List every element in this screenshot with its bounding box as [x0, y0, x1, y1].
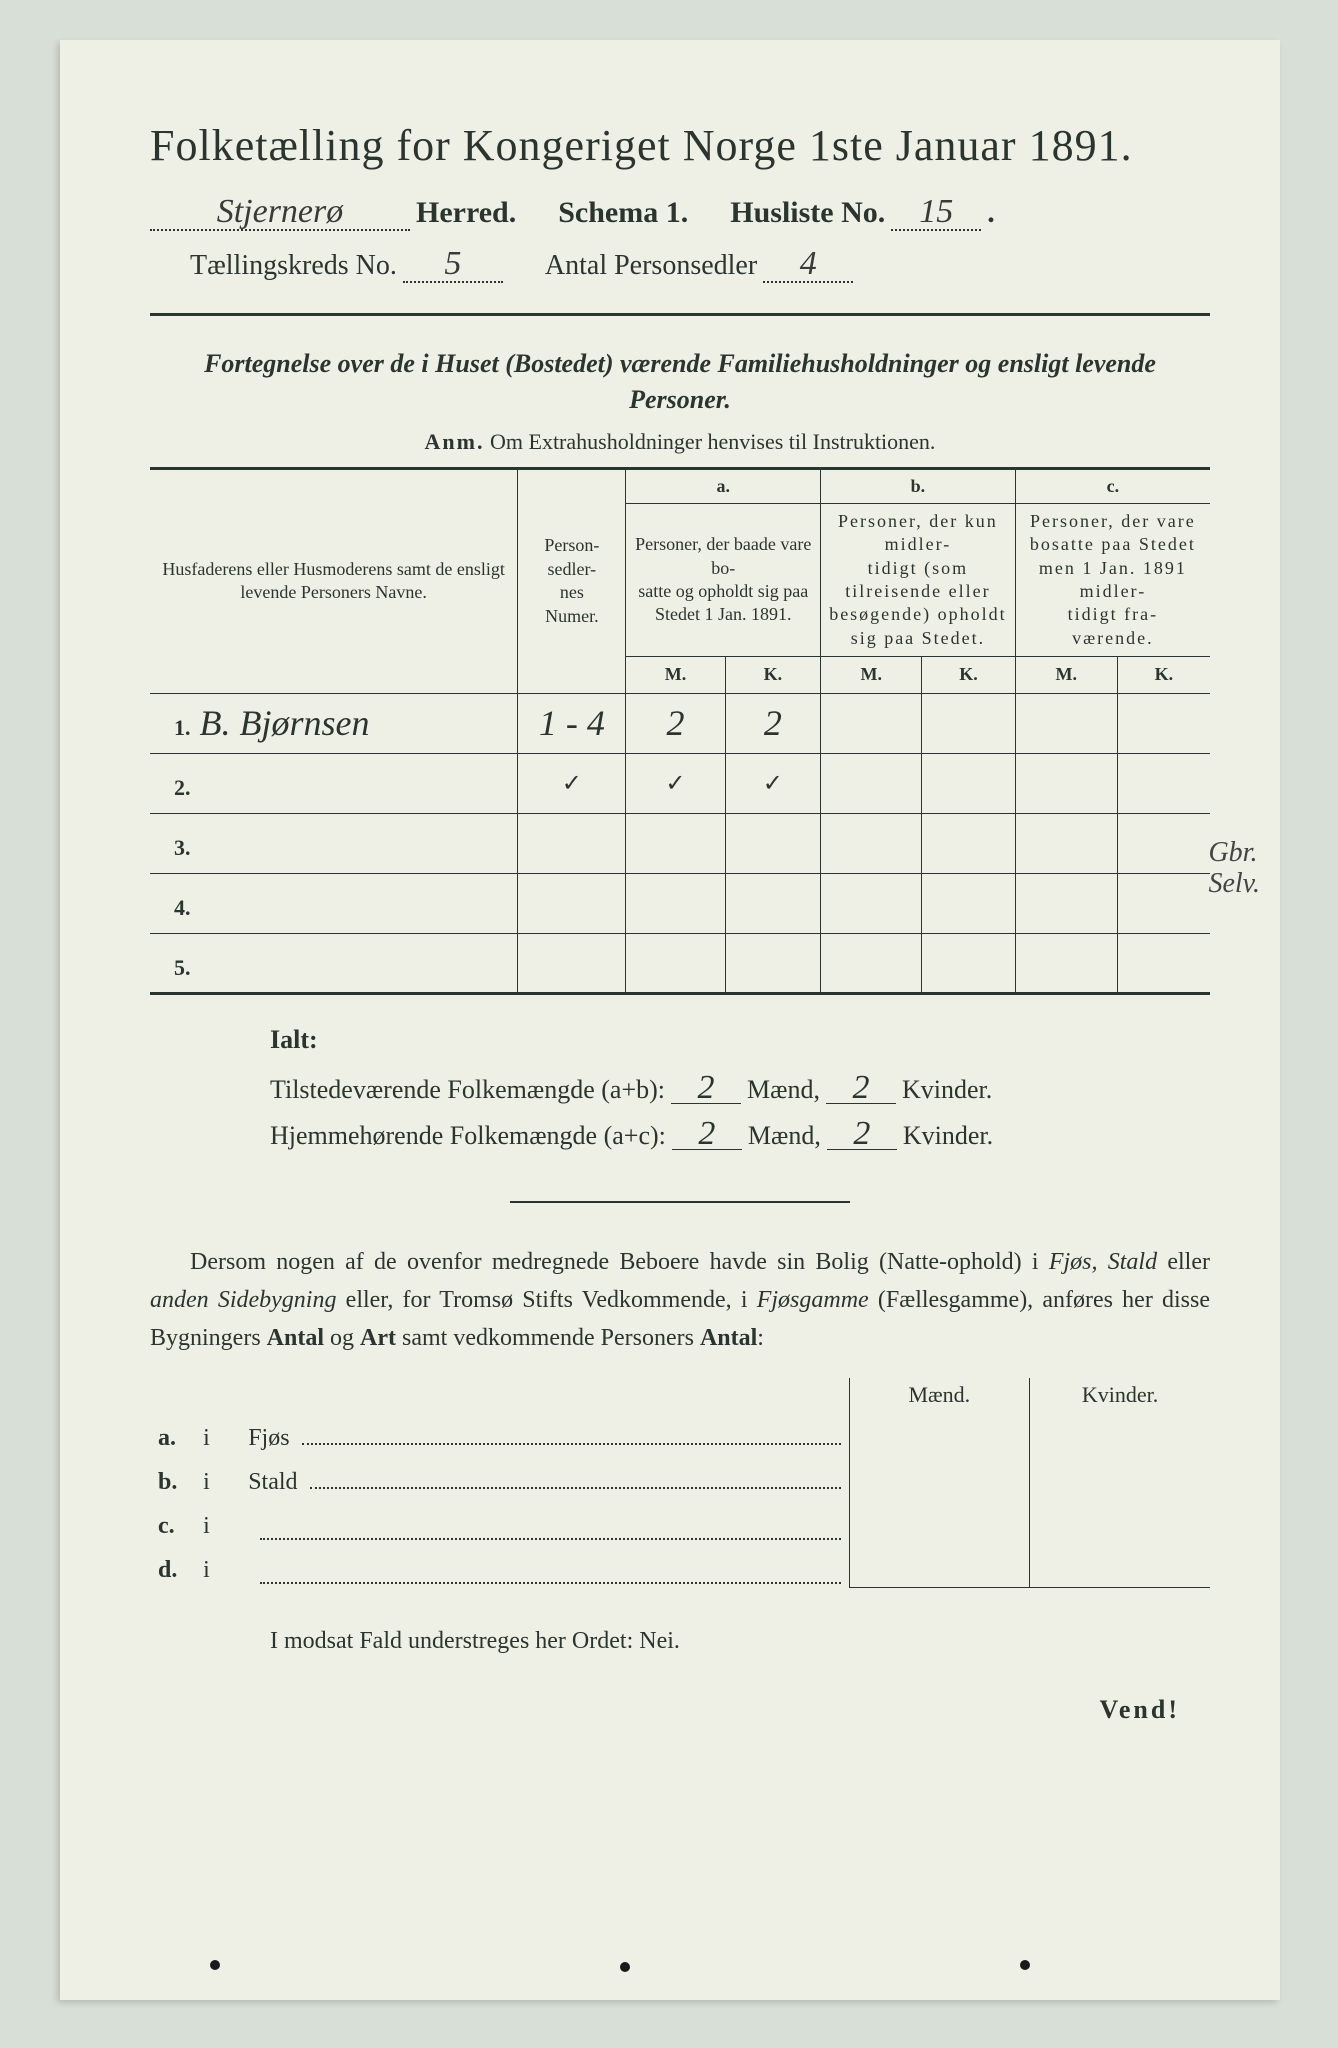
total2-maend: 2 [672, 1119, 742, 1151]
table-row: 1. B. Bjørnsen 1 - 4 2 2 [150, 693, 1210, 753]
description: Fortegnelse over de i Huset (Bostedet) v… [150, 346, 1210, 419]
census-page: Folketælling for Kongeriget Norge 1ste J… [60, 40, 1280, 2000]
sedler-label: Antal Personsedler [545, 250, 757, 282]
col-cM: M. [1015, 657, 1117, 693]
col-aK: K. [725, 657, 821, 693]
sedler-value: 4 [763, 247, 853, 283]
table-superheader: Husfaderens eller Husmoderens samt de en… [150, 468, 1210, 503]
col-name-header: Husfaderens eller Husmoderens samt de en… [150, 468, 518, 693]
husliste-value: 15 [891, 195, 981, 231]
col-bK: K. [922, 657, 1015, 693]
anm-label: Anm. [425, 429, 485, 454]
row2-num: ✓ [518, 753, 626, 813]
col-bM: M. [821, 657, 922, 693]
herred-value: Stjernerø [150, 195, 410, 231]
row1-aK: 2 [725, 693, 821, 753]
row1-aM: 2 [626, 693, 725, 753]
herred-label: Herred. [416, 196, 516, 230]
bygn-maend-header: Mænd. [849, 1378, 1029, 1412]
table-row: 2. ✓ ✓ ✓ [150, 753, 1210, 813]
col-a-label: a. [626, 468, 821, 503]
ialt-label: Ialt: [270, 1025, 1210, 1055]
anm-line: Anm. Om Extrahusholdninger henvises til … [150, 429, 1210, 455]
total-line-2: Hjemmehørende Folkemængde (a+c): 2 Mænd,… [270, 1119, 1210, 1151]
margin-note: Gbr. Selv. [1208, 838, 1260, 900]
total-line-1: Tilstedeværende Folkemængde (a+b): 2 Mæn… [270, 1073, 1210, 1105]
row1-bK [922, 693, 1015, 753]
bygn-header-row: Mænd. Kvinder. [150, 1378, 1210, 1412]
nei-line: I modsat Fald understreges her Ordet: Ne… [150, 1628, 1210, 1655]
bygn-row: b. i Stald [150, 1456, 1210, 1500]
col-a-desc: Personer, der baade vare bo- satte og op… [626, 503, 821, 656]
kreds-label: Tællingskreds No. [190, 250, 397, 282]
bygn-row: d. i [150, 1544, 1210, 1588]
table-row: 5. [150, 933, 1210, 993]
col-num-header: Person- sedler- nes Numer. [518, 468, 626, 693]
row1-cM [1015, 693, 1117, 753]
total1-kvinder: 2 [826, 1073, 896, 1105]
col-b-desc: Personer, der kun midler- tidigt (som ti… [821, 503, 1016, 656]
row2-bM [821, 753, 922, 813]
table-row: 4. [150, 873, 1210, 933]
anm-text: Om Extrahusholdninger henvises til Instr… [490, 429, 935, 454]
row2-aM: ✓ [626, 753, 725, 813]
col-c-label: c. [1015, 468, 1210, 503]
header-line-1: Stjernerø Herred. Schema 1. Husliste No.… [150, 195, 1210, 231]
row1-name: B. Bjørnsen [200, 703, 370, 743]
punch-dot-icon [210, 1960, 220, 1970]
row1-num: 1 - 4 [518, 693, 626, 753]
col-b-label: b. [821, 468, 1016, 503]
total1-maend: 2 [671, 1073, 741, 1105]
punch-dot-icon [1020, 1960, 1030, 1970]
row1-cK [1117, 693, 1210, 753]
paragraph: Dersom nogen af de ovenfor medregnede Be… [150, 1243, 1210, 1358]
schema-label: Schema 1. [558, 196, 688, 230]
header-line-2: Tællingskreds No. 5 Antal Personsedler 4 [150, 247, 1210, 283]
divider [150, 313, 1210, 316]
husliste-label: Husliste No. [730, 196, 885, 230]
bygn-kvinder-header: Kvinder. [1030, 1378, 1210, 1412]
page-title: Folketælling for Kongeriget Norge 1ste J… [150, 120, 1210, 171]
divider-thin [510, 1201, 850, 1203]
row1-bM [821, 693, 922, 753]
col-c-desc: Personer, der vare bosatte paa Stedet me… [1015, 503, 1210, 656]
kreds-value: 5 [403, 247, 503, 283]
row2-bK [922, 753, 1015, 813]
row2-cM [1015, 753, 1117, 813]
col-cK: K. [1117, 657, 1210, 693]
row2-aK: ✓ [725, 753, 821, 813]
row2-cK [1117, 753, 1210, 813]
table-row: 3. [150, 813, 1210, 873]
totals-section: Ialt: Tilstedeværende Folkemængde (a+b):… [150, 1025, 1210, 1151]
col-aM: M. [626, 657, 725, 693]
vend-label: Vend! [150, 1695, 1210, 1725]
main-table: Husfaderens eller Husmoderens samt de en… [150, 467, 1210, 995]
punch-dot-icon [620, 1962, 630, 1972]
total2-kvinder: 2 [827, 1119, 897, 1151]
bygn-row: c. i [150, 1500, 1210, 1544]
bygn-row: a. i Fjøs [150, 1412, 1210, 1456]
bygn-table: Mænd. Kvinder. a. i Fjøs b. i Stald c. i… [150, 1378, 1210, 1589]
